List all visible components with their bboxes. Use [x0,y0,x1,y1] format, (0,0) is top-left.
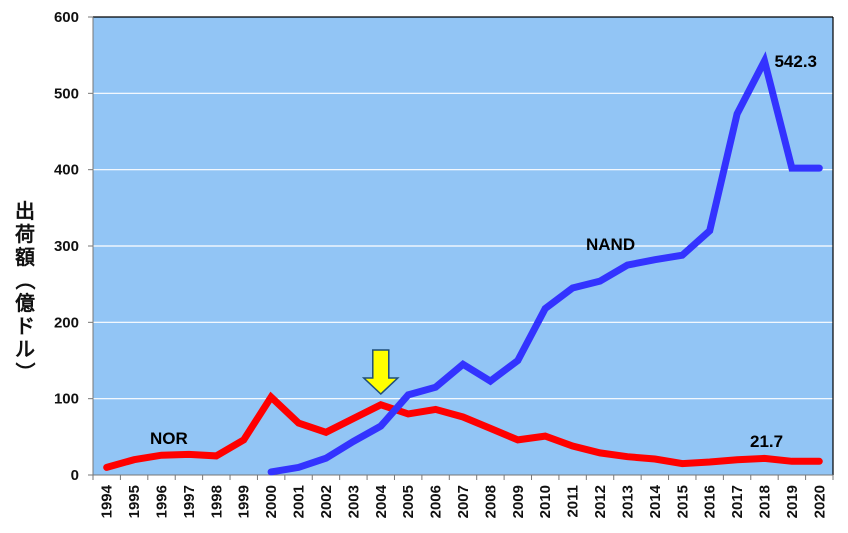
y-axis-label-char: ） [13,362,37,382]
x-tick-label: 2004 [373,484,390,518]
x-tick-label: 1998 [208,485,225,518]
x-tick-label: 2014 [647,484,664,518]
x-tick-label: 2005 [400,485,417,518]
y-axis-label-char: ド [15,314,35,338]
x-tick-label: 2002 [318,485,335,518]
x-tick-label: 2008 [482,485,499,518]
x-tick-label: 2012 [592,485,609,518]
y-tick-label: 100 [54,391,79,408]
nand-peak-data-label: 542.3 [774,52,817,71]
x-tick-label: 2000 [263,485,280,518]
y-axis-label: 出荷額（億ドル） [13,199,37,382]
x-tick-label: 2009 [510,485,527,518]
nand-series-label: NAND [586,235,635,254]
x-tick-label: 1995 [126,485,143,518]
x-tick-label: 1999 [236,485,253,518]
y-axis-label-char: 額 [14,245,35,269]
x-tick-label: 2011 [565,485,582,518]
x-tick-label: 2007 [455,485,472,518]
series-lines [103,51,823,476]
x-tick-label: 1994 [99,484,116,518]
nor-series-label: NOR [150,429,188,448]
y-tick-label: 300 [54,238,79,255]
y-axis-label-char: 荷 [15,222,35,246]
y-axis-label-char: ル [15,337,35,361]
x-tick-labels: 1994 1995 1996 1997 1998 1999 2000 2001 2002 2003… [99,484,829,518]
x-tick-label: 2015 [674,485,691,518]
x-tick-label: 1996 [154,485,171,518]
x-tick-label: 2013 [619,485,636,518]
x-tick-label: 2016 [702,485,719,518]
y-tick-label: 200 [54,314,79,331]
x-tick-label: 2006 [428,485,445,518]
x-tick-label: 1997 [181,485,198,518]
y-tick-label: 400 [54,162,79,179]
x-tick-label: 2001 [291,485,308,518]
x-tick-label: 2003 [345,485,362,518]
y-tick-label: 0 [71,467,79,484]
x-tick-label: 2018 [756,485,773,518]
y-axis-label-char: （ [13,270,37,290]
y-axis-label-char: 出 [15,199,35,223]
down-arrow-icon [361,349,400,396]
x-tick-label: 2010 [537,485,554,518]
gridlines [93,92,833,400]
y-tick-labels: 0 100 200 300 400 500 600 [54,9,79,484]
x-tick-label: 2017 [729,485,746,518]
y-tick-label: 500 [54,85,79,102]
x-tick-label: 2019 [784,485,801,518]
x-tick-label: 2020 [811,485,828,518]
y-axis-label-char: 億 [15,291,35,315]
axes [88,16,834,480]
y-tick-label: 600 [54,9,79,26]
nor-2018-data-label: 21.7 [750,432,783,451]
